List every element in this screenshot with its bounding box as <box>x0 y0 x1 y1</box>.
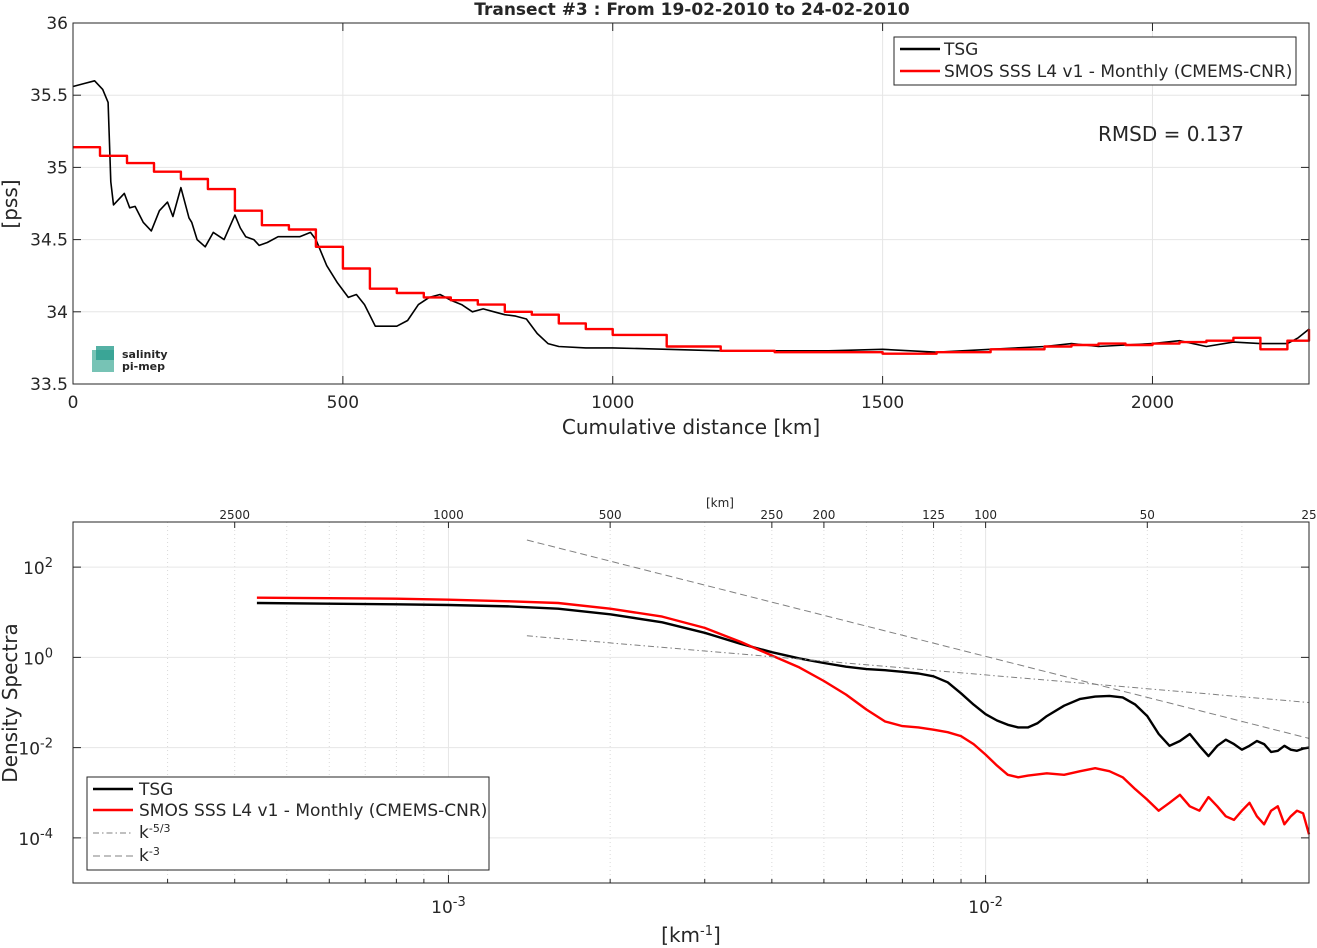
top-tick-label: 100 <box>974 508 997 522</box>
legend-label-tsg: TSG <box>138 780 173 800</box>
y-tick-label: 34.5 <box>30 231 68 251</box>
plot-frame <box>72 22 1310 385</box>
logo-text-line1: salinity <box>122 348 168 361</box>
logo-mark-top <box>96 346 114 360</box>
x-tick-label: 1000 <box>591 393 634 413</box>
logo-text-line2: pi-mep <box>122 360 165 373</box>
y-tick-label: 36 <box>46 14 68 34</box>
legend: TSG SMOS SSS L4 v1 - Monthly (CMEMS-CNR) <box>893 36 1297 86</box>
x-axis-label: Cumulative distance [km] <box>562 415 820 439</box>
y-tick-label: 10-2 <box>18 736 53 760</box>
top-tick-label: 50 <box>1140 508 1155 522</box>
y-axis-label: [pss] <box>0 179 22 228</box>
y-tick-label: 10-4 <box>18 826 53 850</box>
chart-title: Transect #3 : From 19-02-2010 to 24-02-2… <box>474 0 910 20</box>
top-tick-label: 500 <box>599 508 622 522</box>
grid <box>73 522 1309 883</box>
x-tick-label: 10-2 <box>968 895 1003 919</box>
legend-box <box>86 776 490 871</box>
legend: TSG SMOS SSS L4 v1 - Monthly (CMEMS-CNR)… <box>86 776 490 871</box>
k3-reference-line <box>526 539 1310 739</box>
top-tick-label: 1000 <box>433 508 464 522</box>
series-group <box>72 80 1311 355</box>
plot-frame <box>72 521 1310 884</box>
legend-label-smos: SMOS SSS L4 v1 - Monthly (CMEMS-CNR) <box>944 62 1292 82</box>
y-tick-label: 33.5 <box>30 375 68 395</box>
k53-reference-line <box>526 635 1310 703</box>
y-axis-label: Density Spectra <box>0 623 22 782</box>
top-tick-label: 250 <box>760 508 783 522</box>
legend-label-smos: SMOS SSS L4 v1 - Monthly (CMEMS-CNR) <box>139 801 487 821</box>
x-axis-label: [km-1] <box>661 923 721 947</box>
top-axis-label: [km] <box>706 496 734 510</box>
series-group <box>256 539 1311 835</box>
transect-chart: Transect #3 : From 19-02-2010 to 24-02-2… <box>0 0 1311 439</box>
grid <box>73 23 1309 384</box>
y-tick-label: 100 <box>23 646 53 670</box>
top-tick-label: 125 <box>922 508 945 522</box>
spectra-chart: 10-3 10-2 10-4 10-2 100 102 2500 1000 500 250 200 1… <box>0 496 1317 947</box>
x-tick-label: 0 <box>68 393 79 413</box>
top-tick-label: 200 <box>812 508 835 522</box>
salinity-pimep-logo: salinity pi-mep <box>92 346 168 373</box>
y-tick-label: 35.5 <box>30 86 68 106</box>
legend-box <box>893 36 1297 86</box>
tick-group: 0 500 1000 1500 2000 33.5 34 34.5 35 35.5 36 <box>30 14 1309 413</box>
rmsd-annotation: RMSD = 0.137 <box>1098 122 1244 146</box>
legend-label-tsg: TSG <box>943 40 978 60</box>
top-tick-label: 2500 <box>219 508 250 522</box>
smos-spectrum-line <box>256 596 1311 835</box>
x-tick-label: 2000 <box>1131 393 1174 413</box>
y-tick-label: 102 <box>23 556 53 580</box>
x-tick-label: 1500 <box>861 393 904 413</box>
tick-group: 10-3 10-2 10-4 10-2 100 102 2500 1000 500 250 200 1… <box>18 508 1316 918</box>
top-tick-label: 25 <box>1301 508 1316 522</box>
smos-line <box>73 146 1311 355</box>
y-tick-label: 35 <box>46 158 68 178</box>
y-tick-label: 34 <box>46 303 68 323</box>
x-tick-label: 10-3 <box>431 895 466 919</box>
x-tick-label: 500 <box>327 393 359 413</box>
